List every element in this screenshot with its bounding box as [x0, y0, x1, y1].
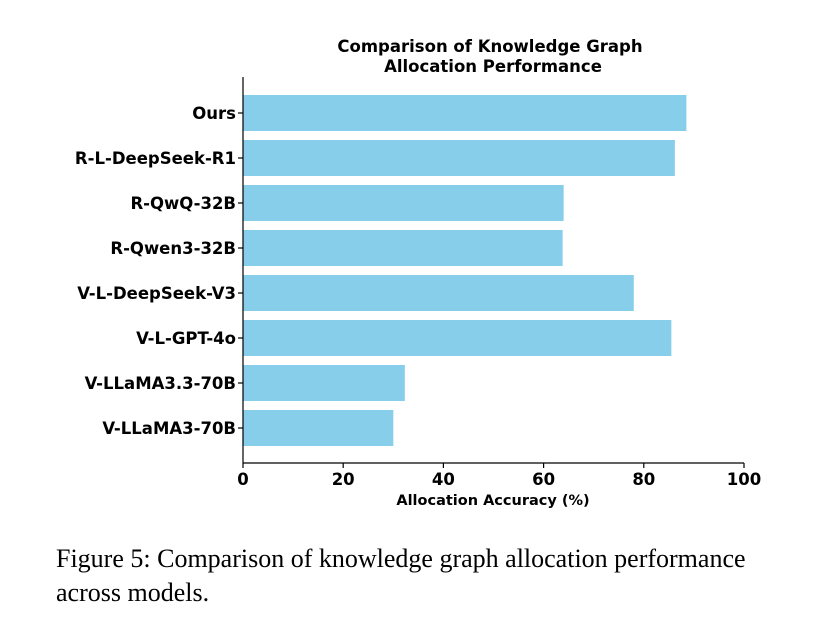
- bar: [243, 320, 672, 356]
- bar: [243, 140, 675, 176]
- bar: [243, 230, 563, 266]
- y-tick-label: V-LLaMA3.3-70B: [85, 374, 236, 393]
- y-tick-label: V-L-GPT-4o: [136, 329, 236, 348]
- x-axis-label: Allocation Accuracy (%): [396, 493, 589, 509]
- x-tick-label: 60: [532, 470, 555, 489]
- axes-layer: Ours R-L-DeepSeek-R1 R-QwQ-32B R-Qwen3-32B V…: [75, 77, 761, 489]
- chart-title-line-1: Comparison of Knowledge Graph: [337, 37, 642, 56]
- y-tick-label: R-L-DeepSeek-R1: [75, 149, 236, 168]
- bars-layer: [243, 95, 687, 446]
- y-tick-label: R-Qwen3-32B: [110, 239, 236, 258]
- y-tick-label: R-QwQ-32B: [130, 194, 236, 213]
- bar: [243, 185, 564, 221]
- bar-chart: Comparison of Knowledge Graph Allocation…: [75, 37, 761, 509]
- chart-title-line-2: Allocation Performance: [384, 57, 602, 76]
- figure-caption: Figure 5: Comparison of knowledge graph …: [56, 544, 746, 607]
- x-tick-label: 40: [432, 470, 455, 489]
- x-tick-label: 100: [727, 470, 761, 489]
- y-tick-label: V-LLaMA3-70B: [102, 419, 236, 438]
- y-tick-label: Ours: [192, 104, 236, 123]
- bar: [243, 410, 394, 446]
- x-tick-label: 80: [632, 470, 655, 489]
- bar: [243, 365, 405, 401]
- bar: [243, 275, 634, 311]
- y-tick-label: V-L-DeepSeek-V3: [77, 284, 236, 303]
- bar: [243, 95, 687, 131]
- x-tick-label: 0: [237, 470, 248, 489]
- x-tick-label: 20: [332, 470, 355, 489]
